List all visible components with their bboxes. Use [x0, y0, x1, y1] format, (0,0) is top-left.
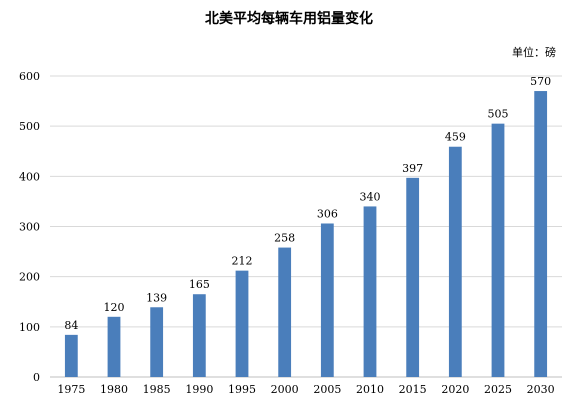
x-tick-label-1990: 1990 [185, 383, 213, 396]
x-tick-label-2000: 2000 [271, 383, 299, 396]
x-tick-label-2020: 2020 [441, 383, 469, 396]
chart-title: 北美平均每辆车用铝量变化 [205, 11, 373, 27]
data-label-2020: 459 [445, 131, 466, 144]
data-label-2030: 570 [530, 75, 551, 88]
bar-2005 [320, 223, 334, 377]
data-label-2005: 306 [317, 207, 338, 220]
y-tick-label: 300 [19, 221, 40, 234]
y-tick-label: 500 [19, 120, 40, 133]
y-tick-label: 0 [33, 371, 40, 384]
y-tick-label: 200 [19, 271, 40, 284]
bar-2015 [406, 177, 420, 377]
bar-1975 [64, 334, 78, 377]
unit-label: 单位：磅 [512, 46, 556, 59]
y-tick-label: 600 [19, 70, 40, 83]
y-tick-label: 100 [19, 321, 40, 334]
bar-2010 [363, 206, 377, 377]
data-label-1990: 165 [189, 278, 210, 291]
x-tick-label-1985: 1985 [143, 383, 171, 396]
data-label-1985: 139 [146, 291, 167, 304]
x-tick-label-2015: 2015 [399, 383, 427, 396]
bar-2025 [491, 123, 505, 378]
data-label-2015: 397 [402, 162, 423, 175]
bar-2030 [534, 91, 548, 378]
data-label-2025: 505 [488, 108, 509, 121]
bar-1995 [235, 270, 249, 377]
x-tick-label-1995: 1995 [228, 383, 256, 396]
data-label-1995: 212 [232, 255, 253, 268]
data-label-2010: 340 [360, 190, 381, 203]
x-tick-label-1980: 1980 [100, 383, 128, 396]
bar-1985 [150, 307, 164, 377]
bar-2020 [448, 146, 462, 377]
x-tick-label-2010: 2010 [356, 383, 384, 396]
y-tick-label: 400 [19, 170, 40, 183]
data-label-1980: 120 [104, 301, 125, 314]
data-label-1975: 84 [64, 319, 78, 332]
x-tick-label-2030: 2030 [527, 383, 555, 396]
bar-1990 [192, 294, 206, 377]
x-tick-label-2025: 2025 [484, 383, 512, 396]
bar-1980 [107, 316, 121, 377]
bar-2000 [278, 247, 292, 377]
x-tick-label-1975: 1975 [57, 383, 85, 396]
data-label-2000: 258 [274, 232, 295, 245]
x-tick-label-2005: 2005 [313, 383, 341, 396]
